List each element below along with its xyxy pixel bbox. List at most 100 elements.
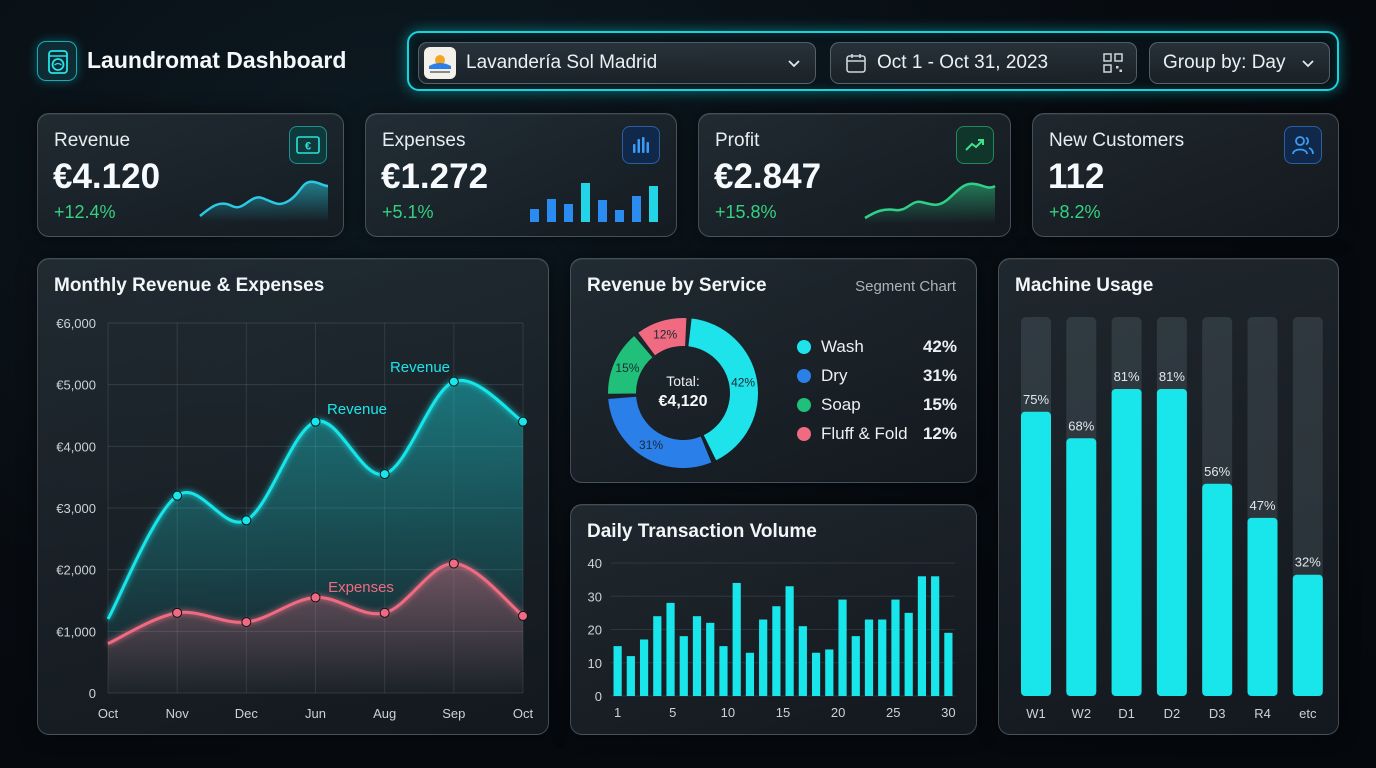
data-point-expenses[interactable]: [379, 607, 390, 618]
daily-bar[interactable]: [931, 576, 940, 696]
usage-bar[interactable]: [1202, 483, 1233, 696]
x-tick-label: 20: [831, 705, 845, 720]
chevron-down-icon: [788, 60, 800, 68]
data-point-expenses[interactable]: [448, 558, 459, 569]
daily-bar[interactable]: [838, 599, 847, 696]
y-tick-label: 0: [595, 689, 602, 704]
kpi-delta: +8.2%: [1049, 202, 1101, 222]
data-point-revenue[interactable]: [241, 515, 252, 526]
revenue-expenses-panel: Monthly Revenue & Expenses €6,000 €5,000 €…: [37, 258, 549, 735]
kpi-value: €1.272: [381, 157, 489, 196]
x-tick-label: 10: [721, 705, 735, 720]
panel-title: Monthly Revenue & Expenses: [54, 275, 325, 296]
y-tick-label: €3,000: [56, 501, 96, 516]
location-logo: [424, 47, 456, 79]
daily-bar[interactable]: [811, 652, 821, 696]
y-tick-label: 0: [89, 686, 96, 701]
legend-label: Soap: [821, 395, 861, 414]
usage-bar[interactable]: [1066, 438, 1097, 696]
x-tick-label: 25: [886, 705, 900, 720]
daily-bar[interactable]: [745, 652, 755, 696]
kpi-delta: +15.8%: [715, 202, 777, 222]
legend-item[interactable]: Dry 31%: [797, 365, 957, 387]
legend-dot: [797, 427, 811, 441]
kpi-card-profit[interactable]: Profit €2.847 +15.8%: [698, 113, 1011, 237]
kpi-label: New Customers: [1049, 130, 1185, 151]
kpi-label: Profit: [715, 130, 760, 151]
data-point-expenses[interactable]: [172, 607, 183, 618]
usage-value-label: 32%: [1295, 555, 1321, 570]
daily-bar[interactable]: [798, 626, 807, 696]
daily-bar[interactable]: [904, 612, 913, 696]
daily-bar[interactable]: [732, 582, 741, 696]
euro-icon: €: [289, 126, 327, 164]
daily-bar[interactable]: [785, 586, 794, 696]
x-tick-label: Nov: [166, 706, 190, 721]
legend-item[interactable]: Wash 42%: [797, 336, 957, 358]
daily-bar[interactable]: [719, 646, 728, 696]
daily-bar[interactable]: [825, 649, 834, 696]
panel-title: Revenue by Service: [587, 275, 767, 296]
group-by-select[interactable]: Group by: Day: [1149, 42, 1330, 84]
donut-total-value: €4,120: [659, 393, 708, 410]
profit-sparkline: [864, 182, 996, 224]
y-tick-label: 40: [588, 556, 602, 571]
calendar-icon: [846, 54, 866, 73]
y-tick-label: 10: [588, 656, 602, 671]
daily-bar[interactable]: [864, 619, 874, 696]
data-point-revenue[interactable]: [310, 416, 321, 427]
daily-bar[interactable]: [639, 639, 649, 696]
donut-slice-fluff-fold[interactable]: [638, 318, 687, 356]
daily-bar[interactable]: [851, 636, 860, 696]
revenue-expenses-chart: €6,000€5,000€4,000€3,000€2,000€1,0000Oct…: [56, 316, 533, 721]
expenses-mini-bars: [530, 183, 658, 222]
daily-bar[interactable]: [772, 606, 781, 696]
x-tick-label: 15: [776, 705, 790, 720]
daily-bar[interactable]: [917, 576, 927, 696]
data-point-revenue[interactable]: [379, 469, 390, 480]
qr-scan-icon[interactable]: [1102, 52, 1124, 74]
daily-bar[interactable]: [679, 636, 688, 696]
usage-bar[interactable]: [1111, 389, 1142, 696]
location-select[interactable]: Lavandería Sol Madrid: [418, 42, 816, 84]
data-point-revenue[interactable]: [518, 416, 528, 427]
legend-value: 42%: [922, 337, 957, 356]
donut-slice-soap[interactable]: [608, 336, 653, 394]
daily-bar[interactable]: [613, 646, 622, 696]
donut-slice-wash[interactable]: [688, 318, 758, 461]
x-tick-label: W2: [1072, 706, 1092, 721]
daily-bar[interactable]: [692, 616, 702, 696]
data-point-revenue[interactable]: [448, 376, 459, 387]
date-range-picker[interactable]: Oct 1 - Oct 31, 2023: [830, 42, 1137, 84]
donut-slice-dry[interactable]: [608, 396, 712, 468]
usage-bar[interactable]: [1021, 411, 1051, 696]
daily-bar[interactable]: [944, 632, 953, 696]
usage-bar[interactable]: [1156, 389, 1187, 696]
kpi-card-new-customers[interactable]: New Customers 112 +8.2%: [1032, 113, 1339, 237]
legend-item[interactable]: Soap 15%: [797, 394, 957, 416]
legend-item[interactable]: Fluff & Fold 12%: [797, 423, 957, 445]
daily-bar[interactable]: [891, 599, 900, 696]
data-point-expenses[interactable]: [241, 617, 252, 628]
data-point-expenses[interactable]: [310, 592, 321, 603]
daily-bar[interactable]: [759, 619, 768, 696]
app-logo: [37, 41, 77, 81]
usage-value-label: 75%: [1023, 392, 1049, 407]
donut-total-label: Total:: [666, 373, 699, 389]
y-tick-label: €1,000: [56, 624, 96, 639]
daily-bar[interactable]: [626, 656, 635, 696]
usage-bar[interactable]: [1292, 574, 1323, 696]
x-tick-label: D2: [1164, 706, 1181, 721]
kpi-card-expenses[interactable]: Expenses €1.272 +5.1%: [365, 113, 677, 237]
kpi-delta: +5.1%: [382, 202, 434, 222]
data-point-revenue[interactable]: [172, 490, 183, 501]
daily-bar[interactable]: [878, 619, 887, 696]
series-label-revenue: Revenue: [327, 401, 387, 418]
daily-bar[interactable]: [706, 622, 715, 696]
daily-bar[interactable]: [653, 616, 662, 696]
y-tick-label: €2,000: [56, 563, 96, 578]
usage-bar[interactable]: [1247, 517, 1278, 696]
daily-bar[interactable]: [666, 602, 675, 696]
kpi-card-revenue[interactable]: Revenue €4.120 +12.4% €: [37, 113, 344, 237]
data-point-expenses[interactable]: [518, 610, 528, 621]
